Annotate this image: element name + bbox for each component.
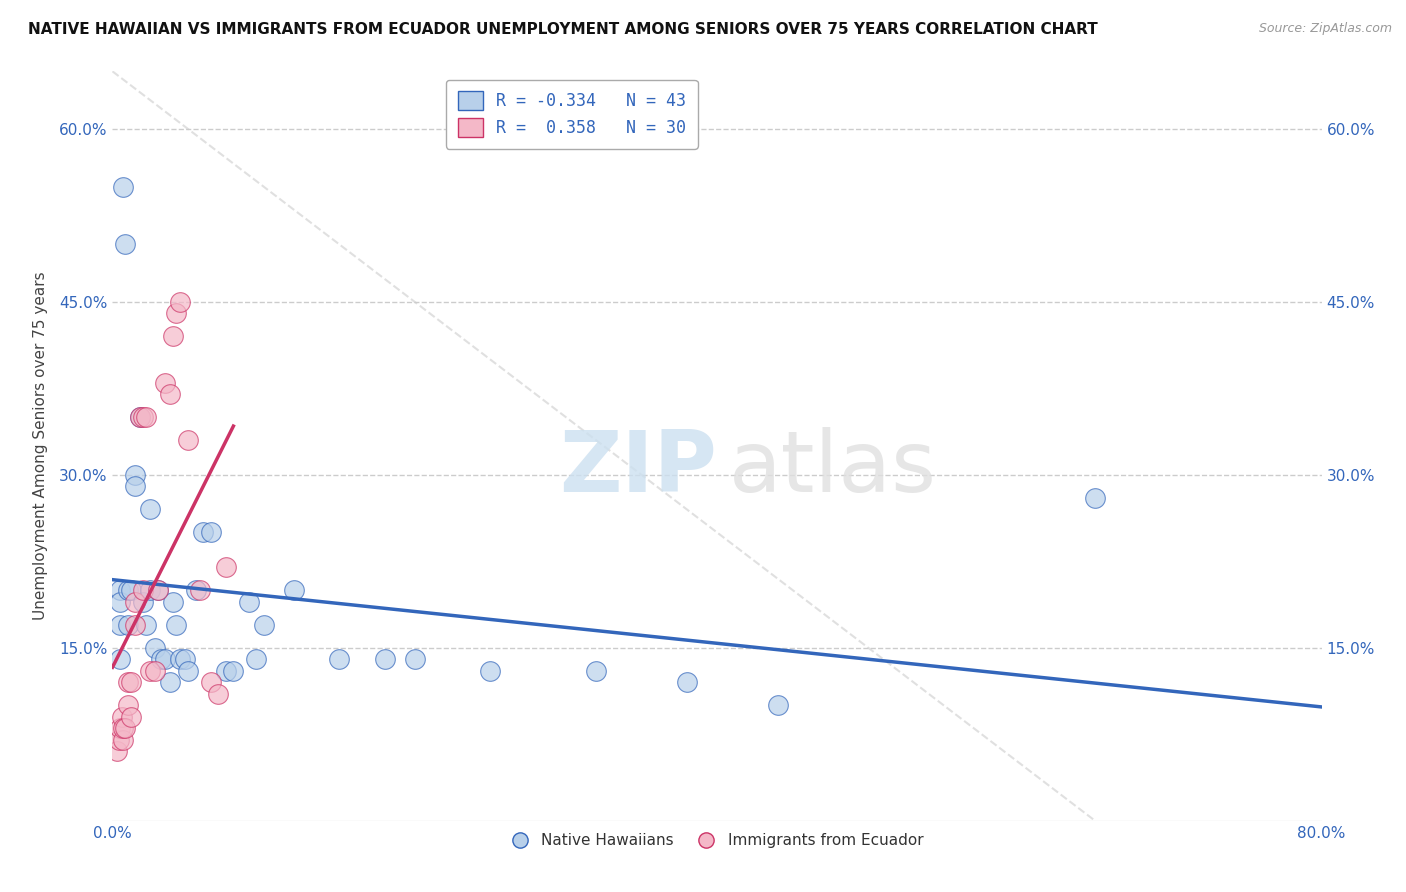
Point	[128, 410, 150, 425]
Point	[162, 594, 184, 608]
Point	[675, 675, 697, 690]
Point	[200, 525, 222, 540]
Point	[169, 652, 191, 666]
Point	[207, 687, 229, 701]
Point	[128, 410, 150, 425]
Point	[328, 652, 350, 666]
Point	[114, 722, 136, 736]
Point	[1084, 491, 1107, 505]
Point	[165, 306, 187, 320]
Point	[159, 675, 181, 690]
Point	[120, 710, 142, 724]
Point	[112, 722, 135, 736]
Point	[188, 583, 211, 598]
Point	[112, 733, 135, 747]
Point	[159, 387, 181, 401]
Point	[177, 434, 200, 448]
Point	[146, 583, 169, 598]
Point	[238, 594, 260, 608]
Point	[404, 652, 426, 666]
Point	[155, 652, 177, 666]
Point	[124, 479, 146, 493]
Point	[146, 583, 169, 598]
Point	[143, 640, 166, 655]
Y-axis label: Unemployment Among Seniors over 75 years: Unemployment Among Seniors over 75 years	[32, 272, 48, 620]
Point	[108, 583, 131, 598]
Point	[374, 652, 396, 666]
Text: atlas: atlas	[730, 427, 938, 510]
Point	[132, 583, 155, 598]
Point	[585, 664, 607, 678]
Point	[132, 594, 155, 608]
Point	[162, 329, 184, 343]
Point	[149, 652, 172, 666]
Point	[215, 664, 238, 678]
Text: NATIVE HAWAIIAN VS IMMIGRANTS FROM ECUADOR UNEMPLOYMENT AMONG SENIORS OVER 75 YE: NATIVE HAWAIIAN VS IMMIGRANTS FROM ECUAD…	[28, 22, 1098, 37]
Point	[105, 744, 128, 758]
Point	[117, 698, 139, 713]
Point	[222, 664, 245, 678]
Point	[120, 675, 142, 690]
Point	[139, 583, 162, 598]
Point	[139, 664, 162, 678]
Point	[283, 583, 305, 598]
Point	[117, 675, 139, 690]
Point	[110, 710, 132, 724]
Point	[124, 594, 146, 608]
Point	[155, 376, 177, 390]
Point	[143, 664, 166, 678]
Point	[112, 179, 135, 194]
Point	[108, 722, 131, 736]
Point	[215, 560, 238, 574]
Point	[253, 617, 276, 632]
Point	[117, 617, 139, 632]
Point	[108, 617, 131, 632]
Point	[107, 733, 129, 747]
Point	[200, 675, 222, 690]
Legend: Native Hawaiians, Immigrants from Ecuador: Native Hawaiians, Immigrants from Ecuado…	[505, 827, 929, 855]
Point	[766, 698, 789, 713]
Point	[124, 467, 146, 482]
Point	[165, 617, 187, 632]
Point	[177, 664, 200, 678]
Point	[139, 502, 162, 516]
Text: Source: ZipAtlas.com: Source: ZipAtlas.com	[1258, 22, 1392, 36]
Text: ZIP: ZIP	[560, 427, 717, 510]
Point	[108, 594, 131, 608]
Point	[132, 410, 155, 425]
Point	[191, 525, 214, 540]
Point	[479, 664, 502, 678]
Point	[114, 237, 136, 252]
Point	[245, 652, 267, 666]
Point	[184, 583, 207, 598]
Point	[169, 294, 191, 309]
Point	[135, 410, 157, 425]
Point	[108, 652, 131, 666]
Point	[117, 583, 139, 598]
Point	[124, 617, 146, 632]
Point	[135, 617, 157, 632]
Point	[120, 583, 142, 598]
Point	[174, 652, 197, 666]
